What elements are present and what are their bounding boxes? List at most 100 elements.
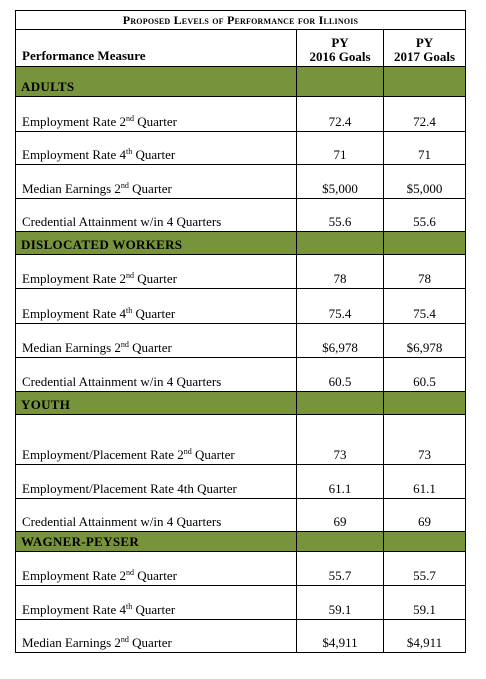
measure-text-end: Quarter (132, 306, 176, 321)
table-row: Employment Rate 2nd Quarter 55.7 55.7 (15, 551, 467, 586)
section-cell-2017 (382, 531, 467, 552)
column-header-2016-line2: 2016 Goals (309, 49, 371, 64)
measure-text: Credential Attainment w/in 4 Quarters (22, 374, 222, 389)
table-row: Employment Rate 4th Quarter 75.4 75.4 (15, 288, 467, 324)
measure-label: Credential Attainment w/in 4 Quarters (15, 357, 297, 392)
value-2016: 71 (296, 131, 384, 165)
section-row: YOUTH (15, 391, 467, 415)
header-row: Performance Measure PY 2016 Goals PY 2017 … (15, 29, 467, 67)
table-row: Credential Attainment w/in 4 Quarters 55.… (15, 198, 467, 232)
measure-text: Employment Rate 2 (22, 568, 126, 583)
value-2017: $5,000 (382, 164, 467, 199)
section-row: ADULTS (15, 66, 467, 97)
measure-text: Median Earnings 2 (22, 635, 121, 650)
measure-label: Median Earnings 2nd Quarter (15, 619, 297, 653)
section-cell-2017 (382, 66, 467, 97)
measure-text: Employment Rate 4 (22, 602, 126, 617)
measure-text: Employment Rate 2 (22, 114, 126, 129)
ordinal-suffix: th (125, 306, 133, 315)
value-2017: 55.7 (382, 551, 467, 586)
value-2016: 78 (296, 254, 384, 289)
section-cell-2016 (296, 231, 384, 255)
value-2016: $5,000 (296, 164, 384, 199)
ordinal-suffix: nd (125, 114, 134, 123)
value-2016: 55.7 (296, 551, 384, 586)
section-cell-2016 (296, 531, 384, 552)
measure-label: Employment/Placement Rate 2nd Quarter (15, 414, 297, 465)
ordinal-suffix: th (125, 602, 133, 611)
ordinal-suffix: nd (125, 271, 134, 280)
column-header-2017-line1: PY (415, 35, 434, 50)
column-header-2016: PY 2016 Goals (296, 29, 384, 67)
value-2017: 71 (382, 131, 467, 165)
table-row: Credential Attainment w/in 4 Quarters 69 6… (15, 498, 467, 532)
ordinal-suffix: nd (120, 340, 129, 349)
value-2017: $6,978 (382, 323, 467, 358)
table-row: Employment/Placement Rate 2nd Quarter 73 7… (15, 414, 467, 465)
table-row: Employment Rate 2nd Quarter 78 78 (15, 254, 467, 289)
ordinal-suffix: nd (183, 447, 192, 456)
measure-text-end: Quarter (132, 147, 176, 162)
measure-text-end: Quarter (128, 340, 172, 355)
table-row: Median Earnings 2nd Quarter $4,911 $4,911 (15, 619, 467, 653)
table-row: Median Earnings 2nd Quarter $6,978 $6,978 (15, 323, 467, 358)
value-2017: 60.5 (382, 357, 467, 392)
value-2017: 75.4 (382, 288, 467, 324)
value-2017: 73 (382, 414, 467, 465)
title-row: Proposed Levels of Performance for Illin… (14, 10, 467, 30)
measure-text-end: Quarter (191, 447, 235, 462)
table-row: Employment/Placement Rate 4th Quarter 61.… (15, 464, 467, 499)
value-2017: 61.1 (382, 464, 467, 499)
measure-text: Median Earnings 2 (22, 181, 121, 196)
value-2017: $4,911 (382, 619, 467, 653)
measure-text: Median Earnings 2 (22, 340, 121, 355)
measure-label: Employment Rate 2nd Quarter (15, 551, 297, 586)
section-title: WAGNER-PEYSER (15, 531, 297, 552)
section-cell-2017 (382, 391, 467, 415)
table-title: Proposed Levels of Performance for Illin… (14, 10, 467, 30)
section-row: DISLOCATED WORKERS (15, 231, 467, 255)
value-2016: 59.1 (296, 585, 384, 620)
section-title: DISLOCATED WORKERS (15, 231, 297, 255)
ordinal-suffix: nd (120, 635, 129, 644)
measure-label: Credential Attainment w/in 4 Quarters (15, 198, 297, 232)
table-row: Employment Rate 4th Quarter 59.1 59.1 (15, 585, 467, 620)
section-cell-2017 (382, 231, 467, 255)
value-2016: 75.4 (296, 288, 384, 324)
value-2016: 69 (296, 498, 384, 532)
value-2016: 72.4 (296, 96, 384, 132)
measure-text: Credential Attainment w/in 4 Quarters (22, 514, 222, 529)
performance-table: Proposed Levels of Performance for Illin… (14, 10, 467, 653)
measure-text: Employment/Placement Rate 2 (22, 447, 184, 462)
measure-label: Credential Attainment w/in 4 Quarters (15, 498, 297, 532)
measure-label: Employment Rate 2nd Quarter (15, 96, 297, 132)
section-cell-2016 (296, 66, 384, 97)
value-2016: 73 (296, 414, 384, 465)
measure-text: Employment/Placement Rate 4th Quarter (22, 481, 237, 496)
table-row: Credential Attainment w/in 4 Quarters 60.… (15, 357, 467, 392)
value-2017: 78 (382, 254, 467, 289)
table-row: Employment Rate 4th Quarter 71 71 (15, 131, 467, 165)
measure-label: Median Earnings 2nd Quarter (15, 323, 297, 358)
value-2017: 72.4 (382, 96, 467, 132)
value-2016: $6,978 (296, 323, 384, 358)
table-row: Median Earnings 2nd Quarter $5,000 $5,000 (15, 164, 467, 199)
measure-text-end: Quarter (132, 602, 176, 617)
section-title: YOUTH (15, 391, 297, 415)
value-2017: 55.6 (382, 198, 467, 232)
measure-label: Employment Rate 4th Quarter (15, 585, 297, 620)
table-body: Proposed Levels of Performance for Illin… (14, 10, 467, 653)
measure-text-end: Quarter (128, 635, 172, 650)
ordinal-suffix: nd (120, 181, 129, 190)
measure-text-end: Quarter (133, 114, 177, 129)
measure-label: Employment/Placement Rate 4th Quarter (15, 464, 297, 499)
measure-label: Median Earnings 2nd Quarter (15, 164, 297, 199)
measure-text: Credential Attainment w/in 4 Quarters (22, 214, 222, 229)
measure-text-end: Quarter (133, 568, 177, 583)
section-cell-2016 (296, 391, 384, 415)
measure-label: Employment Rate 4th Quarter (15, 131, 297, 165)
value-2016: $4,911 (296, 619, 384, 653)
measure-text: Employment Rate 2 (22, 271, 126, 286)
value-2017: 69 (382, 498, 467, 532)
value-2016: 61.1 (296, 464, 384, 499)
